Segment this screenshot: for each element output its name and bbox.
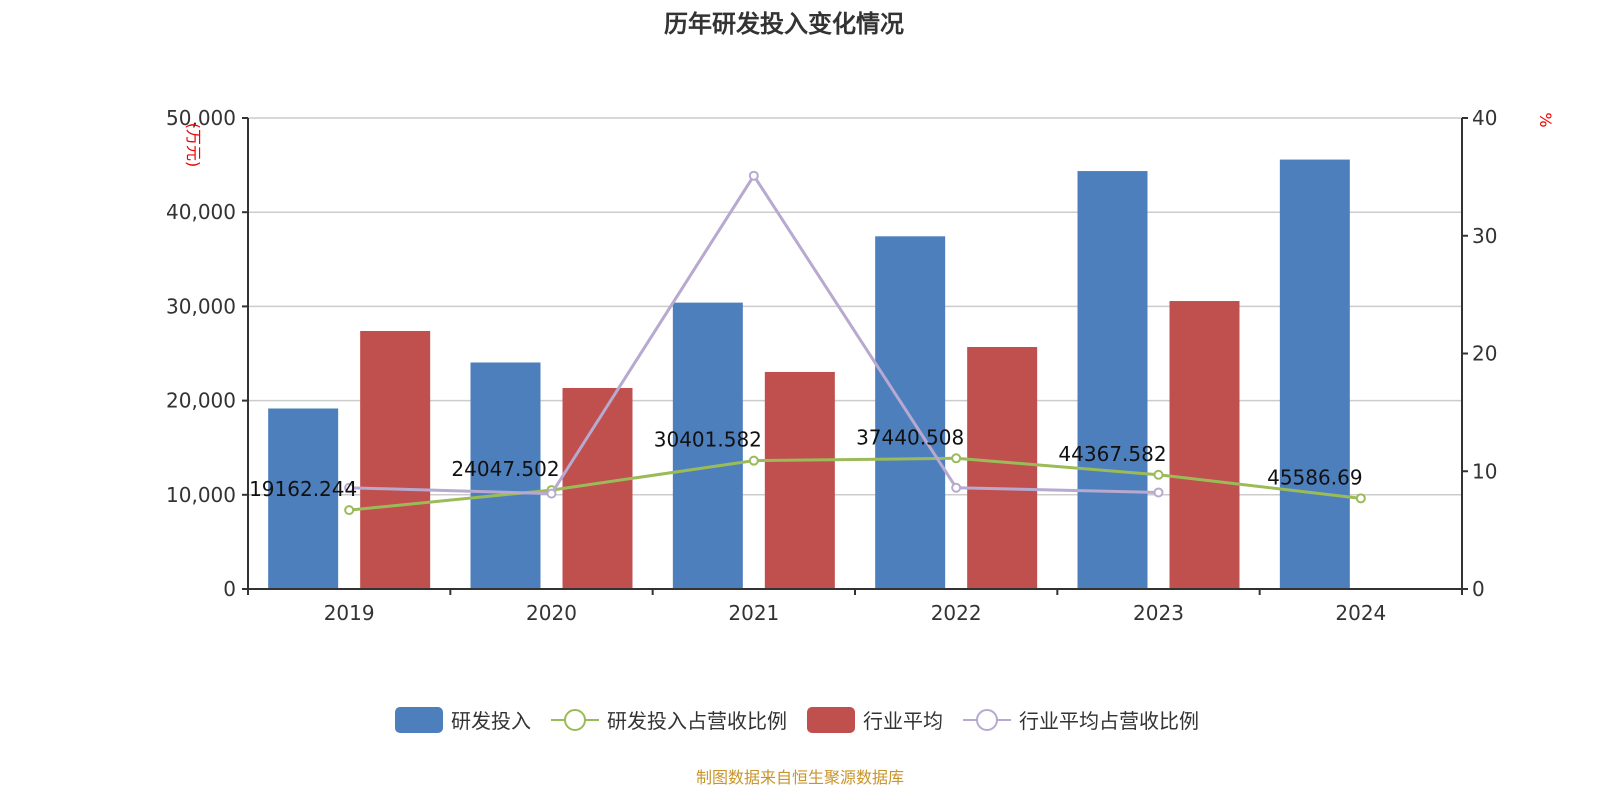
y-right-tick-label: 30 (1472, 224, 1497, 248)
y-right-tick-label: 40 (1472, 106, 1497, 130)
point-industry-ratio (344, 482, 355, 493)
point-rd-ratio (951, 453, 962, 464)
data-label-rd-investment: 44367.582 (1058, 442, 1166, 466)
source-footer: 制图数据来自恒生聚源数据库 (695, 768, 904, 787)
bar-industry-avg-2020 (562, 387, 633, 589)
y-left-tick-label: 10,000 (166, 483, 236, 507)
x-tick-label: 2020 (526, 601, 577, 625)
data-label-rd-investment: 37440.508 (856, 425, 964, 449)
point-industry-ratio (951, 482, 962, 493)
x-tick-label: 2024 (1335, 601, 1386, 625)
y-left-tick-label: 0 (223, 577, 236, 601)
point-industry-ratio (546, 488, 557, 499)
y-left-tick-label: 20,000 (166, 389, 236, 413)
x-tick-label: 2022 (931, 601, 982, 625)
bar-rd-investment-2022 (875, 236, 946, 589)
point-rd-ratio (1153, 469, 1164, 480)
bar-rd-investment-2020 (470, 362, 541, 589)
bar-rd-investment-2021 (672, 302, 743, 589)
bar-industry-avg-2019 (360, 330, 431, 589)
x-tick-label: 2021 (728, 601, 779, 625)
y-left-tick-label: 40,000 (166, 200, 236, 224)
legend-label: 研发投入占营收比例 (607, 709, 787, 733)
legend-label: 行业平均 (863, 709, 943, 733)
bar-rd-investment-2019 (268, 408, 339, 589)
point-rd-ratio (1355, 493, 1366, 504)
legend: 研发投入 研发投入占营收比例 行业平均 行业平均占营收比例 (0, 705, 1600, 734)
legend-item-industry-ratio[interactable]: 行业平均占营收比例 (963, 705, 1199, 734)
bar-industry-avg-2022 (967, 347, 1038, 589)
bar-rd-investment-2024 (1279, 159, 1350, 590)
y-right-tick-label: 0 (1472, 577, 1485, 601)
bar-industry-avg-2023 (1169, 301, 1240, 589)
legend-bar-swatch-icon (395, 706, 443, 733)
x-tick-label: 2023 (1133, 601, 1184, 625)
data-label-rd-investment: 19162.244 (249, 477, 357, 501)
legend-label: 研发投入 (451, 709, 531, 733)
legend-label: 行业平均占营收比例 (1019, 709, 1199, 733)
data-label-rd-investment: 45586.69 (1267, 465, 1362, 489)
legend-line-circle-icon (551, 708, 599, 731)
legend-bar-swatch-icon (807, 706, 855, 733)
point-industry-ratio (748, 170, 759, 181)
point-rd-ratio (748, 455, 759, 466)
legend-line-circle-icon (963, 708, 1011, 731)
data-label-rd-investment: 30401.582 (654, 428, 762, 452)
chart-title: 历年研发投入变化情况 (664, 10, 904, 38)
x-tick-label: 2019 (324, 601, 375, 625)
bar-rd-investment-2023 (1077, 171, 1148, 589)
y-left-tick-label: 30,000 (166, 294, 236, 318)
y-left-tick-label: 50,000 (166, 106, 236, 130)
y-right-tick-label: 10 (1472, 459, 1497, 483)
point-rd-ratio (344, 505, 355, 516)
y-right-tick-label: 20 (1472, 342, 1497, 366)
legend-item-industry-avg[interactable]: 行业平均 (807, 705, 943, 734)
point-industry-ratio (1153, 487, 1164, 498)
left-axis-unit: (万元) (184, 123, 203, 168)
legend-item-rd-ratio[interactable]: 研发投入占营收比例 (551, 705, 787, 734)
bar-industry-avg-2021 (764, 371, 835, 589)
right-axis-unit: % (1536, 112, 1555, 127)
data-label-rd-investment: 24047.502 (451, 457, 559, 481)
legend-item-rd-investment[interactable]: 研发投入 (395, 705, 531, 734)
